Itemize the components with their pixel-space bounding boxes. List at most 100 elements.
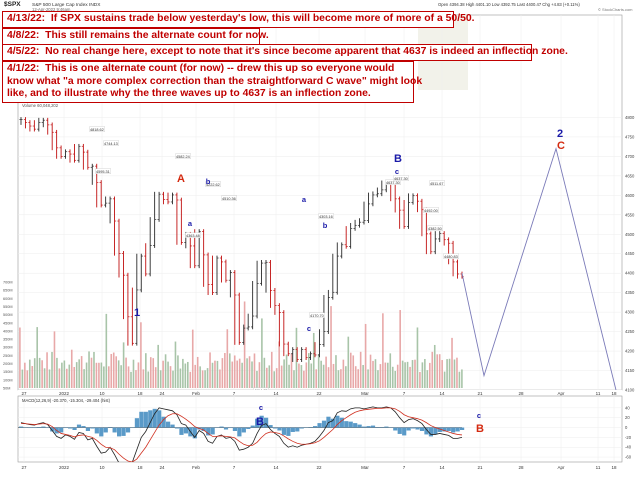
volume-bar [81,356,83,388]
price-tick-label: 4450 [625,251,635,256]
date-tick-label: 2022 [59,391,70,396]
wave-label: B [476,423,484,435]
date-tick-label: 22 [316,391,322,396]
macd-hist-bar [415,428,419,430]
date-tick-label: 28 [518,465,524,470]
volume-bar [231,362,233,388]
volume-bar [39,358,41,388]
macd-hist-bar [456,428,460,432]
volume-bar [34,358,36,388]
volume-bar [78,359,80,388]
volume-bar [192,330,194,388]
wave-label: 1 [134,307,140,319]
volume-bar [459,372,461,388]
volume-bar [160,370,162,388]
volume-bar [101,363,103,388]
annotation-4-5: 4/5/22: No real change here, except to n… [2,44,532,61]
price-label: 4595.31 [96,170,110,174]
volume-bar [429,363,431,388]
volume-bar [264,358,266,388]
wave-label: C [557,140,565,152]
price-axis-ticks: 4800475047004650460045504500445044004350… [625,115,635,393]
volume-bar [399,310,401,388]
date-tick-label: 11 [596,465,601,470]
annotation-text: This still remains the alternate count f… [45,30,269,41]
annotation-4-13: 4/13/22: If SPX sustains trade below yes… [2,11,454,28]
price-label: 4637.30 [386,181,400,185]
volume-bar [281,366,283,388]
macd-hist-bar [407,428,411,431]
volume-tick-label: 400M [3,329,13,333]
annotation-4-1: 4/1/22: This is one alternate count (for… [2,61,414,103]
volume-bar [209,352,211,388]
volume-bar [293,370,295,388]
macd-hist-bar [113,428,117,433]
price-tick-label: 4750 [625,134,635,139]
date-tick-label: Feb [192,465,200,470]
volume-bar [434,345,436,388]
volume-bar [172,371,174,388]
volume-bar [414,360,416,388]
volume-bar [308,353,310,388]
volume-bar [276,368,278,388]
price-label: 4363.48 [186,234,200,238]
price-label: 4744.13 [104,142,118,146]
macd-hist-bar [41,427,45,428]
volume-bar [419,372,421,388]
volume-bar [268,365,270,388]
volume-bar [345,366,347,388]
volume-bar [155,367,157,388]
price-label: 4303.16 [319,215,333,219]
volume-bar [362,365,364,388]
volume-bar [229,353,231,388]
macd-hist-bar [371,426,375,428]
volume-bar [51,352,53,388]
volume-bar [392,367,394,388]
volume-bar [222,358,224,388]
date-tick-label: 11 [596,391,601,396]
macd-hist-bar [77,425,81,428]
wave-label: b [206,177,211,186]
date-tick-label: 21 [477,391,483,396]
volume-bar [454,359,456,388]
volume-bar [140,322,142,388]
annotation-text: This is one alternate count (for now) --… [45,63,394,74]
volume-bar [24,363,26,388]
volume-bar [427,370,429,388]
volume-bar [451,338,453,388]
macd-hist-bar [81,426,85,427]
volume-bar [73,367,75,388]
wave-label: c [395,167,399,176]
volume-bar [56,358,58,388]
volume-bar [29,360,31,388]
macd-hist-bar [384,427,388,428]
volume-tick-label: 450M [3,321,13,325]
macd-hist-bar [433,428,437,435]
price-label: 4170.70 [310,314,324,318]
volume-bar [338,370,340,388]
volume-bar [261,318,263,388]
volume-bar [246,358,248,388]
macd-hist-bar [402,428,406,436]
volume-bar [377,370,379,388]
volume-bar [98,363,100,388]
volume-bar [152,358,154,388]
price-label: 4480.83 [444,255,458,259]
wave-label: A [177,173,185,185]
volume-bar [41,360,43,388]
volume-bar [88,351,90,388]
volume-bar [110,354,112,388]
macd-hist-bar [95,428,99,434]
volume-bar [219,369,221,388]
volume-bar [71,350,73,388]
volume-bar [271,352,273,388]
volume-bar [138,362,140,388]
annotation-4-8: 4/8/22: This still remains the alternate… [2,28,260,45]
macd-hist-bar [362,427,366,428]
volume-bar [180,369,182,388]
macd-hist-bar [90,428,94,429]
volume-bar [148,371,150,388]
date-tick-label: Apr [557,391,565,396]
volume-bar [59,368,61,388]
